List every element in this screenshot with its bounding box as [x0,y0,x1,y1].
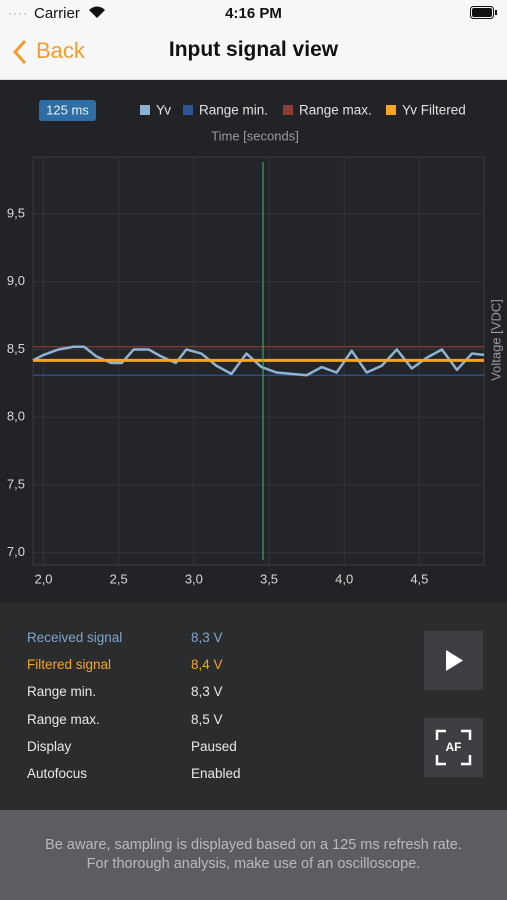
y-axis-title: Voltage [VDC] [488,299,503,381]
nav-title: Input signal view [168,38,339,61]
reading-value: Enabled [191,766,241,781]
footer-note: Be aware, sampling is displayed based on… [0,810,507,900]
interval-badge [39,100,96,121]
reading-label: Range max. [27,711,100,727]
reading-value: 8,3 V [191,684,223,700]
y-tick-label: 9,5 [7,205,25,220]
y-tick-label: 7,5 [7,476,25,491]
play-button[interactable] [424,631,483,690]
series-line [32,345,485,377]
play-icon [446,650,463,671]
status-bar: ···· Carrier 4:16 PM [0,0,507,28]
x-axis-title: Time [seconds] [211,128,299,143]
reading-label: Autofocus [27,766,88,781]
reading-label: Filtered signal [27,657,112,673]
battery-icon [470,6,497,19]
y-tick-label: 8,5 [7,341,25,356]
x-tick-label: 3,5 [260,571,278,586]
legend-label: Yv [156,103,171,118]
back-button[interactable]: Back [36,38,85,63]
readings-panel: AF Received signal 8,3 V Filtered signal 8,… [0,603,507,810]
legend-label: Range max. [299,103,372,118]
footer-text: Be aware, sampling is displayed based on… [45,837,462,872]
interval-badge-label: 125 ms [46,102,89,117]
back-chevron[interactable] [12,39,28,65]
x-tick-label: 4,5 [410,571,428,586]
x-tick-label: 4,0 [335,571,353,586]
signal-dots: ···· [8,6,28,20]
reading-value: Paused [191,738,237,754]
legend-swatch [183,105,193,115]
x-tick-label: 2,0 [34,571,52,586]
legend-swatch [283,105,293,115]
autofocus-icon: AF [435,729,472,766]
reading-label: Received signal [27,630,123,645]
autofocus-label: AF [446,740,462,754]
legend-swatch [386,105,396,115]
reading-value: 8,4 V [191,657,223,673]
reading-label: Display [27,738,72,754]
legend-label: Yv Filtered [402,103,466,118]
clock: 4:16 PM [225,5,282,22]
x-tick-label: 3,0 [185,571,203,586]
nav-bar: Back Input signal view [0,28,507,80]
wifi-icon [89,6,105,18]
y-tick-label: 7,0 [7,544,25,559]
y-tick-label: 9,0 [7,273,25,288]
chart: 7,0 7,5 8,0 8,5 9,0 9,5 2,0 2,5 3,0 3,5 4,0 4,5 125 … [7,100,503,586]
reading-label: Range min. [27,684,97,700]
reading-value: 8,5 V [191,711,223,727]
x-tick-label: 2,5 [110,571,128,586]
legend-label: Range min. [199,103,268,118]
carrier: Carrier [34,5,80,22]
reading-value: 8,3 V [191,630,223,645]
y-tick-label: 8,0 [7,409,25,424]
legend-swatch [140,105,150,115]
autofocus-button[interactable]: AF [424,718,483,777]
